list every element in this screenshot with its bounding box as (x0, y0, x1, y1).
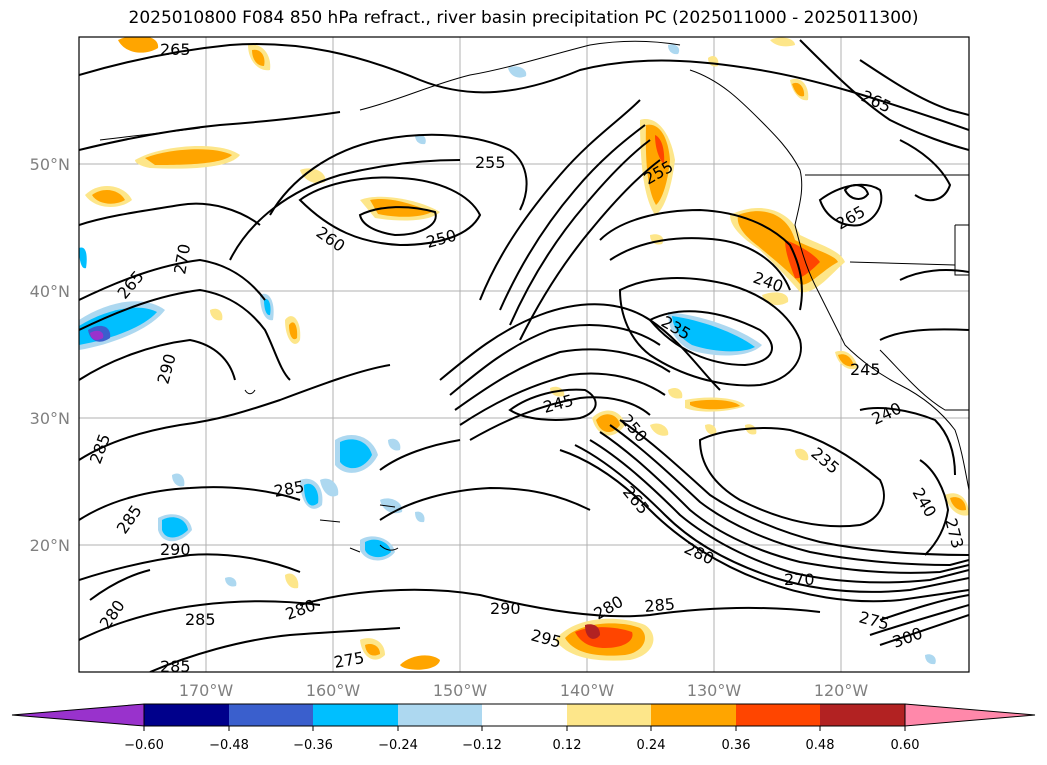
colorbar-tick-label: −0.48 (209, 738, 249, 753)
lon-label: 150°W (433, 681, 488, 700)
colorbar: −0.60 −0.48 −0.36 −0.24 −0.12 0.12 0.24 … (11, 703, 1036, 753)
lon-label: 170°W (179, 681, 234, 700)
contour-label: 270 (784, 570, 815, 589)
contour-label: 290 (160, 540, 191, 559)
colorbar-swatch (398, 704, 482, 726)
contour-label: 255 (475, 153, 506, 172)
colorbar-swatch (820, 704, 905, 726)
colorbar-extend-min (11, 703, 145, 727)
lon-label: 120°W (814, 681, 869, 700)
colorbar-tick-label: 0.12 (553, 738, 582, 753)
colorbar-swatch (229, 704, 313, 726)
lon-label: 160°W (306, 681, 361, 700)
contour-label: 265 (160, 40, 191, 59)
map-title: 2025010800 F084 850 hPa refract., river … (128, 8, 919, 28)
colorbar-outline (143, 703, 906, 727)
colorbar-swatch (651, 704, 736, 726)
lat-label: 30°N (30, 409, 70, 428)
colorbar-tick-label: −0.36 (293, 738, 333, 753)
map-frame (78, 36, 970, 673)
longitude-labels: 170°W 160°W 150°W 140°W 130°W 120°W (179, 681, 869, 700)
lon-label: 140°W (560, 681, 615, 700)
colorbar-swatch (567, 704, 651, 726)
colorbar-tick-label: −0.60 (124, 738, 164, 753)
colorbar-tick-label: 0.48 (806, 738, 835, 753)
colorbar-tick-label: 0.24 (637, 738, 666, 753)
refractivity-contours (79, 39, 969, 672)
contour-label: 285 (160, 657, 191, 676)
colorbar-tick-label: −0.24 (378, 738, 418, 753)
map-background (79, 37, 969, 672)
colorbar-tick-label: 0.60 (891, 738, 920, 753)
contour-label: 285 (644, 594, 676, 616)
colorbar-tick-label: 0.36 (722, 738, 751, 753)
colorbar-swatch (144, 704, 229, 726)
contour-label: 285 (185, 610, 216, 629)
colorbar-swatch (313, 704, 398, 726)
lon-label: 130°W (687, 681, 742, 700)
colorbar-swatch (482, 704, 567, 726)
contour-label: 245 (850, 360, 881, 379)
lat-label: 50°N (30, 155, 70, 174)
contour-label: 290 (490, 599, 521, 618)
colorbar-swatch (736, 704, 820, 726)
lat-label: 20°N (30, 536, 70, 555)
precip-shading (79, 37, 969, 670)
latitude-labels: 50°N 40°N 30°N 20°N (30, 155, 70, 555)
lat-label: 40°N (30, 282, 70, 301)
colorbar-tick-label: −0.12 (462, 738, 502, 753)
colorbar-extend-max (904, 703, 1036, 727)
coastlines (99, 40, 969, 553)
